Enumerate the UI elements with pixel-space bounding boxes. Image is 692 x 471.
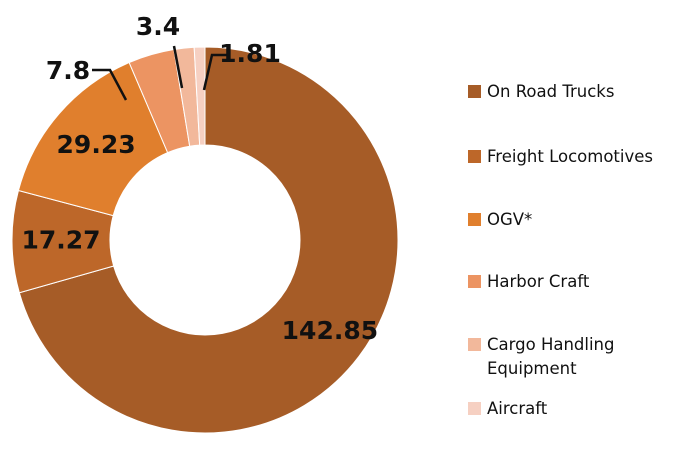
legend-swatch: [468, 275, 481, 288]
data-label: 29.23: [57, 130, 136, 159]
legend-item: OGV*: [468, 208, 532, 232]
legend-label: Cargo Handling Equipment: [487, 335, 615, 378]
legend-label: OGV*: [487, 210, 533, 229]
legend-label: On Road Trucks: [487, 82, 615, 101]
legend-swatch: [468, 85, 481, 98]
leader-line: [172, 45, 184, 89]
legend-label: Harbor Craft: [487, 272, 590, 291]
data-label: 142.85: [282, 316, 378, 345]
leader-line: [202, 53, 227, 91]
legend-label: Aircraft: [487, 399, 548, 418]
legend-item: Harbor Craft: [468, 270, 589, 294]
legend-swatch: [468, 402, 481, 415]
donut-slice: [193, 46, 206, 146]
legend-item: Freight Locomotives: [468, 145, 653, 169]
leader-line: [92, 68, 128, 101]
legend-item: On Road Trucks: [468, 80, 614, 104]
data-label: 1.81: [219, 39, 281, 68]
legend-swatch: [468, 338, 481, 351]
legend-item: Aircraft: [468, 397, 547, 421]
legend-item: Cargo Handling Equipment: [468, 333, 637, 381]
donut: 142.85 17.27 29.23 7.8 3.4 1.81: [11, 12, 399, 434]
legend: On Road Trucks Freight Locomotives OGV* Har…: [468, 0, 692, 471]
data-label: 3.4: [136, 12, 180, 41]
legend-label: Freight Locomotives: [487, 147, 653, 166]
data-label: 7.8: [46, 56, 90, 85]
legend-swatch: [468, 150, 481, 163]
legend-swatch: [468, 213, 481, 226]
donut-slice: [17, 61, 169, 217]
data-label: 17.27: [21, 225, 100, 254]
donut-slice: [18, 46, 399, 434]
